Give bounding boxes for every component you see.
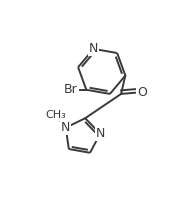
Text: O: O bbox=[137, 86, 147, 99]
Text: CH₃: CH₃ bbox=[46, 110, 66, 120]
Text: N: N bbox=[60, 121, 70, 134]
Text: Br: Br bbox=[64, 83, 78, 96]
Text: N: N bbox=[89, 42, 98, 55]
Text: N: N bbox=[96, 127, 106, 140]
